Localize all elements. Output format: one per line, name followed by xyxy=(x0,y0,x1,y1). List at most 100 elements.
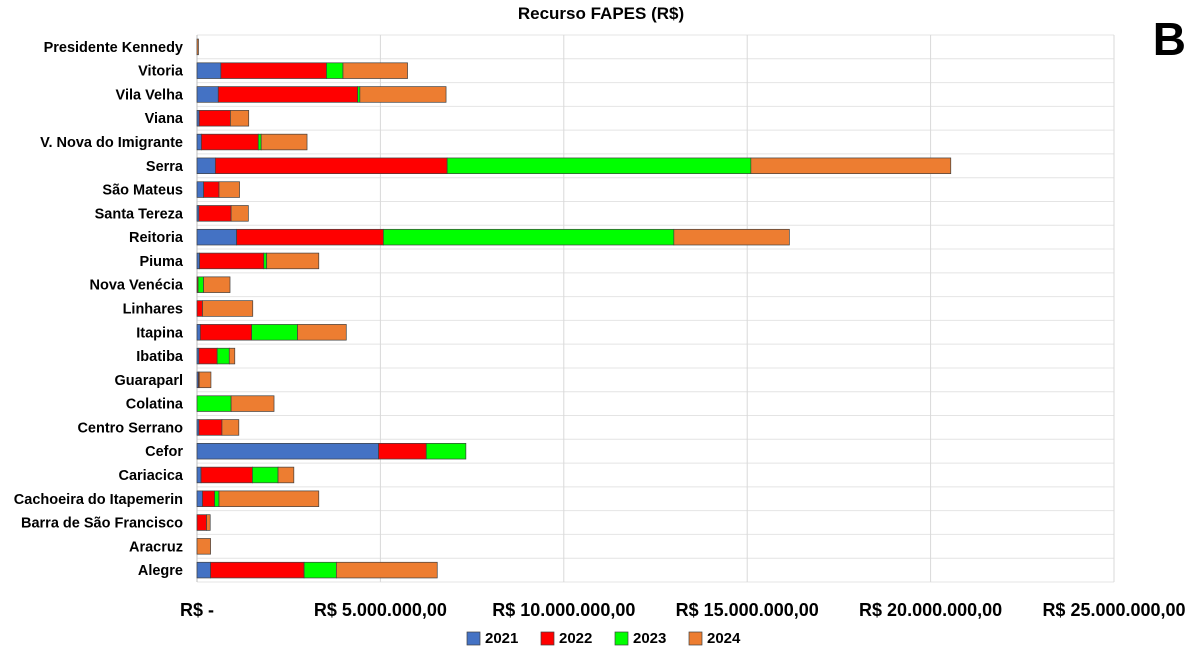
x-tick-label: R$ - xyxy=(180,600,214,620)
category-label: Colatina xyxy=(126,397,184,413)
bar-segment xyxy=(196,442,379,460)
legend-swatch xyxy=(688,631,703,646)
bar-segment xyxy=(263,252,268,270)
bar-segment xyxy=(236,228,384,246)
bar-segment xyxy=(218,490,320,507)
bar-segment xyxy=(230,110,250,127)
bar-segment xyxy=(230,395,275,412)
category-label: Alegre xyxy=(138,563,183,579)
bar-segment xyxy=(336,561,438,579)
bar-segment xyxy=(257,133,262,151)
bar-segment xyxy=(217,86,359,103)
chart-title: Recurso FAPES (R$) xyxy=(518,4,684,23)
bar-segment xyxy=(230,205,249,222)
bar-segment xyxy=(228,347,236,365)
category-label: V. Nova do Imigrante xyxy=(40,135,183,151)
category-label: Serra xyxy=(146,159,184,175)
bar-segment xyxy=(425,442,467,460)
bar-segment xyxy=(303,561,337,579)
gridlines xyxy=(196,34,1115,583)
category-label: São Mateus xyxy=(102,183,183,199)
bar-segment xyxy=(198,419,223,436)
bar-segment xyxy=(202,490,215,507)
category-label: Aracruz xyxy=(129,539,183,555)
bar-segment xyxy=(216,347,230,365)
x-tick-label: R$ 25.000.000,00 xyxy=(1042,600,1185,620)
bar-segment xyxy=(277,466,295,484)
legend-swatch xyxy=(466,631,481,646)
legend-label: 2021 xyxy=(485,630,518,647)
x-axis-tick-labels: R$ - R$ 5.000.000,00 R$ 10.000.000,00 R$ 15… xyxy=(180,600,1186,620)
bar-segment xyxy=(198,347,218,365)
bar-segment xyxy=(196,561,211,579)
bar-segment xyxy=(260,133,308,151)
bar-segment xyxy=(199,252,265,270)
category-labels: Presidente Kennedy Vitoria Vila Velha Viana… xyxy=(14,40,184,579)
bar-segment xyxy=(214,157,448,175)
category-label: Viana xyxy=(145,111,184,127)
bar-segment xyxy=(218,181,240,198)
bar-segment xyxy=(196,86,219,103)
bar-segment xyxy=(750,157,952,175)
bar-segment xyxy=(201,133,259,151)
legend-label: 2023 xyxy=(633,630,666,647)
bar-segment xyxy=(359,86,447,103)
bar-segment xyxy=(221,419,240,436)
panel-label: B xyxy=(1152,13,1186,65)
category-label: Cefor xyxy=(145,444,183,460)
bar-segment xyxy=(196,133,202,151)
bar-segment xyxy=(342,62,408,79)
bar-segment xyxy=(196,466,202,484)
bar-segment xyxy=(196,538,211,555)
bar-segment xyxy=(198,205,232,222)
category-label: Linhares xyxy=(123,302,183,318)
category-label: Centro Serrano xyxy=(77,420,183,436)
category-label: Presidente Kennedy xyxy=(44,40,183,56)
bar-segment xyxy=(266,252,320,270)
bar-segment xyxy=(206,514,211,531)
bar-segment xyxy=(202,300,254,317)
bar-segment xyxy=(200,466,253,484)
category-label: Piuma xyxy=(139,254,183,270)
category-label: Cachoeira do Itapemerin xyxy=(14,492,183,508)
bar-segment xyxy=(196,514,207,531)
bar-segment xyxy=(382,228,675,246)
legend-label: 2024 xyxy=(707,630,741,647)
category-label: Guaraparl xyxy=(115,373,184,389)
bar-segment xyxy=(251,324,298,341)
bar-segment xyxy=(198,371,212,389)
bar-segment xyxy=(196,395,232,412)
legend: 2021 2022 2023 2024 xyxy=(466,630,741,647)
x-tick-label: R$ 10.000.000,00 xyxy=(492,600,635,620)
category-label: Reitoria xyxy=(129,230,184,246)
bar-segment xyxy=(252,466,279,484)
category-label: Nova Venécia xyxy=(90,278,184,294)
bar-segment xyxy=(196,38,199,56)
legend-swatch xyxy=(540,631,555,646)
legend-swatch xyxy=(614,631,629,646)
bar-segment xyxy=(297,324,347,341)
bar-segment xyxy=(196,490,203,507)
category-label: Vila Velha xyxy=(116,87,184,103)
bar-segment xyxy=(197,276,204,293)
bar-segment xyxy=(210,561,305,579)
x-tick-label: R$ 5.000.000,00 xyxy=(314,600,447,620)
bar-segment xyxy=(196,157,216,175)
category-label: Santa Tereza xyxy=(95,206,184,222)
bar-segment xyxy=(196,228,237,246)
bar-segment xyxy=(220,62,327,79)
bar-segment xyxy=(203,181,220,198)
bars xyxy=(196,38,952,579)
category-label: Cariacica xyxy=(119,468,184,484)
bar-segment xyxy=(199,324,253,341)
bar-segment xyxy=(673,228,790,246)
legend-label: 2022 xyxy=(559,630,592,647)
category-label: Ibatiba xyxy=(136,349,184,365)
bar-segment xyxy=(214,490,220,507)
bar-segment xyxy=(198,110,231,127)
bar-segment xyxy=(196,300,203,317)
bar-segment xyxy=(446,157,752,175)
bar-segment xyxy=(378,442,427,460)
bar-segment xyxy=(196,181,204,198)
